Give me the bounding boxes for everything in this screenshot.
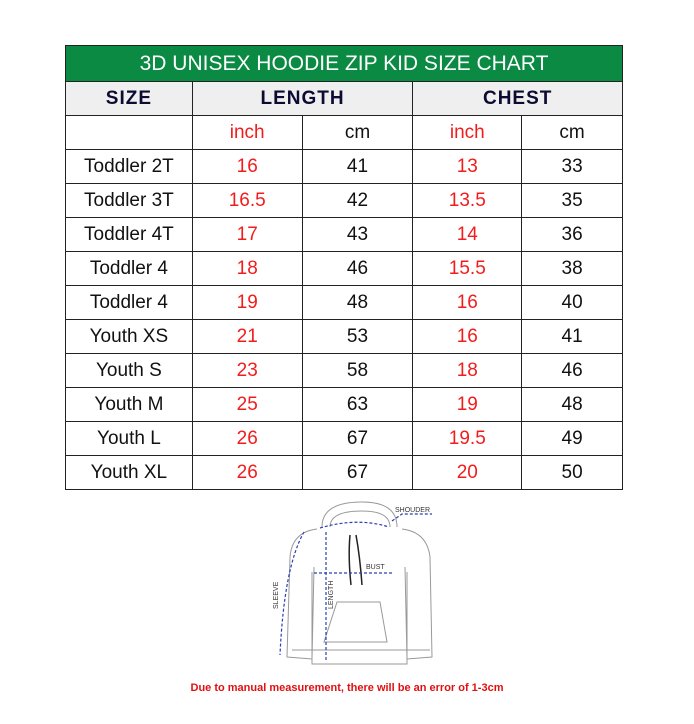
size-cell: Toddler 4 [65, 251, 193, 286]
chest-inch-cell: 13 [412, 149, 523, 184]
chest-cm-cell: 36 [521, 217, 623, 252]
length-inch-cell: 16 [191, 149, 303, 184]
chest-inch-cell: 13.5 [412, 183, 523, 218]
table-row: Youth M 25 63 19 48 [65, 387, 623, 422]
table-row: Youth S 23 58 18 46 [65, 353, 623, 388]
length-cm-cell: 41 [301, 149, 414, 184]
header-size: SIZE [65, 81, 193, 116]
table-row: Youth L 26 67 19.5 49 [65, 421, 623, 456]
length-cm-cell: 58 [301, 353, 414, 388]
length-cm-cell: 46 [301, 251, 414, 286]
chest-cm-cell: 46 [521, 353, 623, 388]
table-row: Toddler 2T 16 41 13 33 [65, 149, 623, 184]
chest-inch-cell: 20 [412, 455, 523, 490]
size-chart-table: 3D UNISEX HOODIE ZIP KID SIZE CHART SIZE… [65, 45, 623, 490]
length-cm-cell: 48 [301, 285, 414, 320]
chest-inch-cell: 14 [412, 217, 523, 252]
header-length: LENGTH [191, 81, 414, 116]
chest-inch-cell: 16 [412, 285, 523, 320]
chest-inch-cell: 19 [412, 387, 523, 422]
size-cell: Youth XL [65, 455, 193, 490]
table-row: Youth XS 21 53 16 41 [65, 319, 623, 354]
size-cell: Toddler 2T [65, 149, 193, 184]
chest-cm-cell: 35 [521, 183, 623, 218]
length-inch-cell: 19 [191, 285, 303, 320]
header-chest: CHEST [412, 81, 623, 116]
label-length: LENGTH [328, 581, 335, 609]
hoodie-measurement-diagram: SHOUDER BUST SLEEVE LENGTH [273, 501, 433, 665]
size-cell: Youth M [65, 387, 193, 422]
size-cell: Toddler 3T [65, 183, 193, 218]
size-cell: Toddler 4 [65, 285, 193, 320]
chest-cm-cell: 41 [521, 319, 623, 354]
unit-chest-inch: inch [412, 115, 523, 150]
table-row: Toddler 4T 17 43 14 36 [65, 217, 623, 252]
length-cm-cell: 67 [301, 455, 414, 490]
length-inch-cell: 17 [191, 217, 303, 252]
length-inch-cell: 18 [191, 251, 303, 286]
table-row: Youth XL 26 67 20 50 [65, 455, 623, 490]
length-cm-cell: 53 [301, 319, 414, 354]
measurement-note: Due to manual measurement, there will be… [190, 682, 504, 694]
length-inch-cell: 26 [191, 421, 303, 456]
chest-cm-cell: 49 [521, 421, 623, 456]
length-cm-cell: 63 [301, 387, 414, 422]
length-cm-cell: 67 [301, 421, 414, 456]
chest-cm-cell: 48 [521, 387, 623, 422]
size-cell: Youth XS [65, 319, 193, 354]
length-inch-cell: 16.5 [191, 183, 303, 218]
length-inch-cell: 25 [191, 387, 303, 422]
table-row: Toddler 3T 16.5 42 13.5 35 [65, 183, 623, 218]
chest-inch-cell: 19.5 [412, 421, 523, 456]
length-cm-cell: 42 [301, 183, 414, 218]
unit-length-cm: cm [301, 115, 414, 150]
length-inch-cell: 23 [191, 353, 303, 388]
unit-length-inch: inch [191, 115, 303, 150]
table-row: Toddler 4 19 48 16 40 [65, 285, 623, 320]
chest-inch-cell: 16 [412, 319, 523, 354]
label-sleeve: SLEEVE [273, 581, 280, 609]
chest-cm-cell: 33 [521, 149, 623, 184]
length-inch-cell: 26 [191, 455, 303, 490]
size-cell: Youth L [65, 421, 193, 456]
chest-cm-cell: 38 [521, 251, 623, 286]
unit-chest-cm: cm [521, 115, 623, 150]
label-shoulder: SHOUDER [395, 507, 430, 514]
label-bust: BUST [366, 564, 385, 571]
chart-title: 3D UNISEX HOODIE ZIP KID SIZE CHART [65, 45, 623, 82]
chest-cm-cell: 50 [521, 455, 623, 490]
size-cell: Youth S [65, 353, 193, 388]
length-inch-cell: 21 [191, 319, 303, 354]
length-cm-cell: 43 [301, 217, 414, 252]
unit-blank [65, 115, 193, 150]
size-cell: Toddler 4T [65, 217, 193, 252]
chest-inch-cell: 18 [412, 353, 523, 388]
table-row: Toddler 4 18 46 15.5 38 [65, 251, 623, 286]
chest-inch-cell: 15.5 [412, 251, 523, 286]
chest-cm-cell: 40 [521, 285, 623, 320]
